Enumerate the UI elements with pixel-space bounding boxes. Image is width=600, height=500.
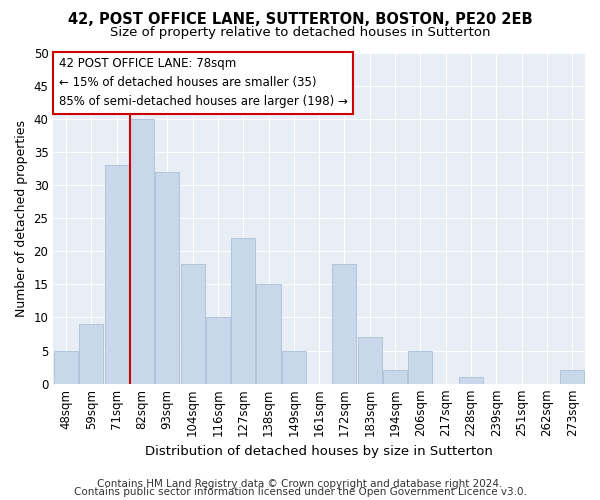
- Bar: [560, 370, 584, 384]
- Bar: [459, 377, 483, 384]
- Text: Contains public sector information licensed under the Open Government Licence v3: Contains public sector information licen…: [74, 487, 526, 497]
- Bar: [79, 324, 103, 384]
- Bar: [155, 172, 179, 384]
- Bar: [282, 350, 306, 384]
- Bar: [104, 165, 128, 384]
- Text: 42, POST OFFICE LANE, SUTTERTON, BOSTON, PE20 2EB: 42, POST OFFICE LANE, SUTTERTON, BOSTON,…: [68, 12, 532, 28]
- Bar: [332, 264, 356, 384]
- Y-axis label: Number of detached properties: Number of detached properties: [15, 120, 28, 316]
- Text: Contains HM Land Registry data © Crown copyright and database right 2024.: Contains HM Land Registry data © Crown c…: [97, 479, 503, 489]
- X-axis label: Distribution of detached houses by size in Sutterton: Distribution of detached houses by size …: [145, 444, 493, 458]
- Bar: [256, 284, 281, 384]
- Text: Size of property relative to detached houses in Sutterton: Size of property relative to detached ho…: [110, 26, 490, 39]
- Text: 42 POST OFFICE LANE: 78sqm
← 15% of detached houses are smaller (35)
85% of semi: 42 POST OFFICE LANE: 78sqm ← 15% of deta…: [59, 58, 347, 108]
- Bar: [358, 338, 382, 384]
- Bar: [181, 264, 205, 384]
- Bar: [130, 118, 154, 384]
- Bar: [54, 350, 78, 384]
- Bar: [409, 350, 433, 384]
- Bar: [383, 370, 407, 384]
- Bar: [206, 318, 230, 384]
- Bar: [231, 238, 255, 384]
